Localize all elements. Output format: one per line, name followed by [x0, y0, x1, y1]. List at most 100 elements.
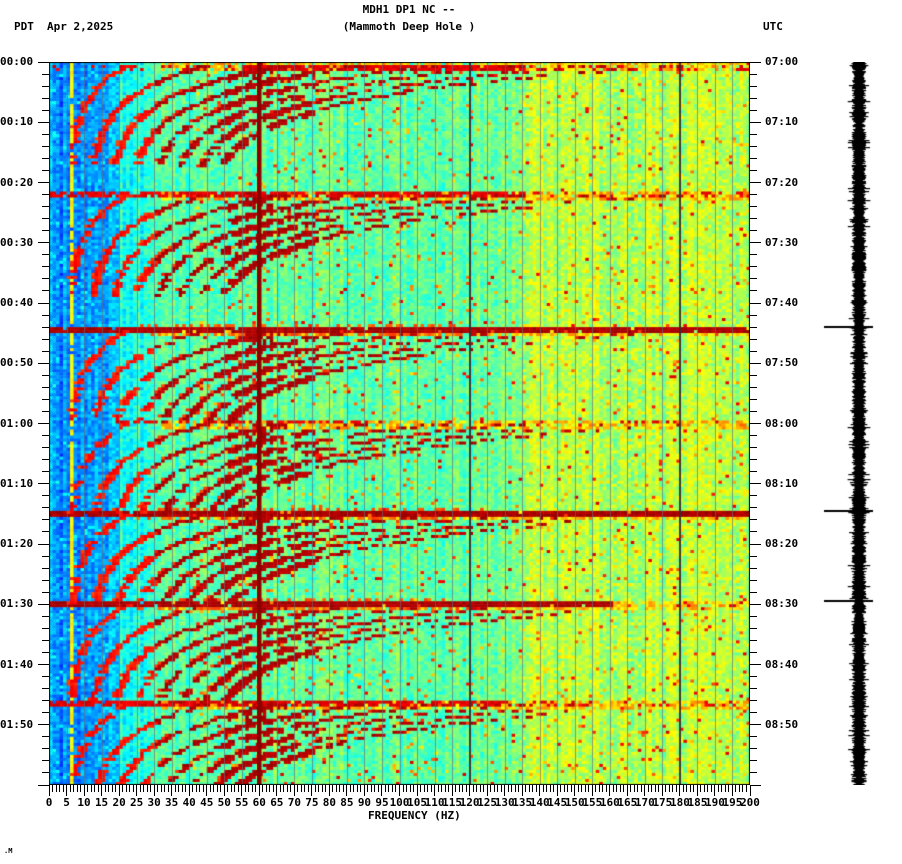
freq-tick-label: 165: [617, 796, 638, 809]
freq-axis-tick: [493, 785, 495, 792]
freq-axis-tick: [630, 785, 632, 792]
right-axis-tick: [750, 314, 757, 316]
right-axis-tick: [750, 700, 757, 702]
left-axis-tick: [42, 688, 49, 690]
freq-axis-tick: [244, 785, 246, 792]
left-axis-tick: [38, 182, 49, 183]
right-axis-tick: [750, 194, 757, 196]
freq-axis-tick: [265, 785, 267, 792]
freq-axis-tick: [427, 785, 429, 792]
freq-tick-label: 105: [407, 796, 427, 809]
freq-tick-label: 50: [217, 796, 231, 809]
freq-axis-tick: [416, 785, 418, 796]
freq-axis-tick: [654, 785, 656, 792]
freq-tick-label: 100: [389, 796, 410, 809]
freq-axis-tick: [661, 785, 663, 796]
left-axis-tick: [42, 206, 49, 208]
freq-tick-label: 155: [582, 796, 603, 809]
freq-axis-tick: [59, 785, 60, 792]
page-subtitle: (Mammoth Deep Hole ): [342, 20, 476, 33]
freq-axis-tick: [616, 785, 618, 792]
left-axis-tick: [42, 676, 49, 678]
freq-axis-tick: [735, 785, 737, 792]
left-axis-tick: [38, 724, 49, 726]
freq-axis-tick: [178, 785, 180, 792]
left-axis-tick: [38, 362, 49, 364]
freq-axis-tick: [623, 785, 625, 792]
left-axis-tick: [42, 651, 49, 653]
freq-axis-tick: [721, 785, 723, 792]
right-axis-tick: [750, 242, 761, 244]
freq-tick-label: 180: [669, 796, 690, 809]
freq-axis-tick: [409, 785, 411, 792]
freq-axis-tick: [689, 785, 691, 792]
freq-axis-tick: [216, 785, 218, 792]
right-axis-tick: [750, 435, 757, 437]
freq-axis-tick: [307, 785, 309, 792]
freq-axis-tick: [167, 785, 169, 792]
left-axis-tick-label: 01:10: [0, 476, 34, 490]
freq-axis-tick: [234, 785, 236, 792]
freq-tick-label: 85: [340, 796, 354, 809]
right-axis-tick-label: 08:00: [765, 416, 799, 430]
right-axis-tick: [750, 133, 757, 135]
freq-axis-tick: [637, 785, 639, 792]
freq-axis-tick: [413, 785, 415, 792]
freq-axis-tick: [490, 785, 492, 792]
freq-axis-tick: [230, 785, 232, 792]
freq-axis-tick: [651, 785, 653, 792]
right-axis-tick: [750, 676, 757, 678]
freq-axis-tick: [469, 785, 471, 796]
freq-axis-tick: [574, 785, 576, 796]
right-axis-tick: [750, 772, 757, 774]
freq-axis-tick: [381, 785, 383, 796]
freq-axis-tick: [132, 785, 134, 792]
freq-axis-tick: [717, 785, 719, 792]
right-axis-tick: [750, 603, 761, 605]
right-axis-tick: [750, 531, 757, 533]
freq-axis-tick: [486, 785, 488, 796]
freq-axis-tick: [192, 785, 194, 792]
freq-axis-tick: [500, 785, 502, 792]
freq-axis-tick: [556, 785, 558, 796]
freq-axis-tick: [97, 785, 99, 792]
freq-tick-label: 15: [94, 796, 109, 809]
freq-axis-tick: [269, 785, 271, 792]
freq-axis-tick: [367, 785, 369, 792]
freq-tick-label: 120: [459, 796, 480, 809]
right-axis-tick: [750, 784, 761, 786]
freq-axis-tick: [528, 785, 530, 792]
freq-axis-tick: [188, 785, 190, 796]
freq-axis-tick: [185, 785, 187, 792]
freq-axis-tick: [146, 785, 148, 792]
freq-tick-label: 140: [529, 796, 550, 809]
freq-axis-tick: [423, 785, 425, 792]
freq-axis-tick: [518, 785, 520, 792]
freq-axis-tick: [714, 785, 716, 796]
freq-axis-tick: [220, 785, 222, 792]
freq-tick-label: 125: [477, 796, 498, 809]
freq-axis-tick: [62, 785, 64, 792]
freq-axis-tick: [479, 785, 481, 792]
freq-axis-tick: [297, 785, 299, 792]
freq-axis-tick: [665, 785, 667, 792]
freq-axis-tick: [591, 785, 593, 796]
freq-axis-tick: [430, 785, 432, 792]
left-axis-tick: [42, 435, 49, 437]
left-axis-tick: [42, 447, 49, 449]
left-axis-tick-label: 01:20: [0, 537, 34, 550]
right-axis-tick: [750, 688, 757, 690]
right-axis-tick: [750, 423, 761, 424]
freq-axis-tick: [101, 785, 103, 796]
freq-axis-tick: [143, 785, 145, 792]
freq-axis-tick: [602, 785, 604, 792]
freq-axis-tick: [399, 785, 400, 796]
seismic-trace-canvas: [820, 62, 880, 785]
freq-tick-label: 80: [322, 796, 337, 809]
freq-axis-tick: [150, 785, 152, 792]
right-axis-tick-label: 07:50: [765, 356, 799, 370]
right-axis-tick: [750, 206, 757, 208]
left-axis-tick-label: 01:40: [0, 657, 34, 671]
left-axis-tick-label: 00:40: [0, 296, 34, 309]
